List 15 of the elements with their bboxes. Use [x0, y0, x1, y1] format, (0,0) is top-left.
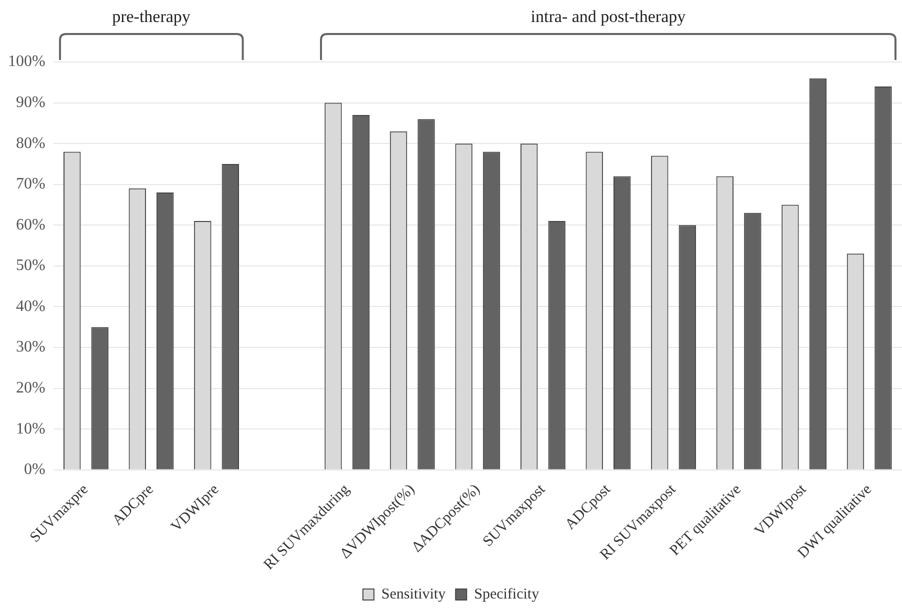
y-tick-label: 50%	[16, 257, 46, 274]
y-tick-label: 90%	[16, 94, 46, 111]
y-tick-label: 0%	[24, 461, 46, 478]
legend-label: Sensitivity	[381, 586, 446, 602]
y-tick-label: 20%	[16, 379, 46, 396]
y-tick-label: 80%	[16, 134, 46, 152]
text: pre-therapy	[112, 7, 190, 27]
y-tick-label: 10%	[16, 420, 46, 438]
text: intra- and post-therapy	[530, 7, 686, 27]
legend-label: Specificity	[474, 586, 540, 602]
y-tick-label: 100%	[8, 53, 46, 70]
y-tick-label: 70%	[16, 176, 46, 193]
y-tick-label: 40%	[16, 298, 46, 315]
y-tick-label: 30%	[16, 338, 46, 356]
y-tick-label: 60%	[16, 216, 46, 234]
